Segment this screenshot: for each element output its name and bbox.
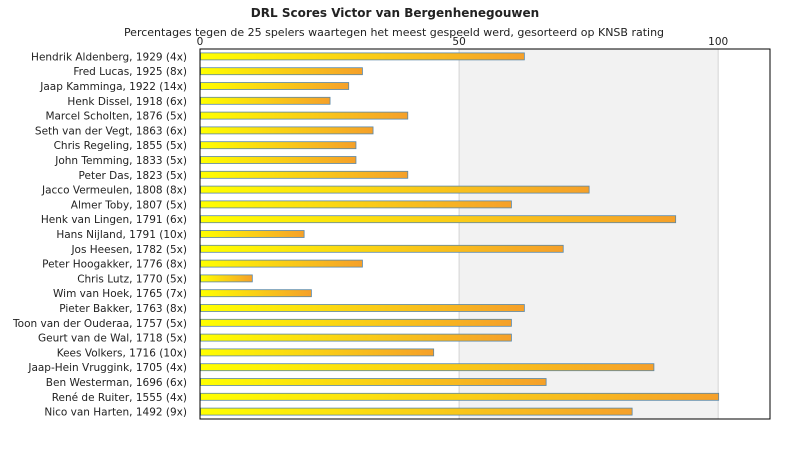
category-label: Pieter Bakker, 1763 (8x) — [59, 303, 187, 315]
category-label: Toon van der Ouderaa, 1757 (5x) — [12, 318, 187, 330]
background-band — [459, 49, 719, 419]
category-label: Seth van der Vegt, 1863 (6x) — [35, 125, 187, 137]
category-label: Hendrik Aldenberg, 1929 (4x) — [31, 51, 187, 63]
bar — [200, 156, 357, 164]
category-label: Chris Lutz, 1770 (5x) — [77, 273, 187, 285]
bar — [200, 392, 720, 401]
bar — [200, 185, 590, 194]
bar — [200, 333, 512, 342]
category-label: Jaap Kamminga, 1922 (14x) — [39, 81, 187, 93]
background-bands — [200, 49, 770, 419]
bar — [200, 304, 525, 312]
bar — [200, 52, 525, 61]
bar — [200, 378, 547, 386]
bar — [200, 274, 253, 283]
x-axis-ticks: 0 50 100 — [197, 36, 729, 48]
x-tick-label: 100 — [708, 36, 728, 48]
category-label: Geurt van de Wal, 1718 (5x) — [38, 333, 187, 345]
bar — [200, 407, 633, 416]
category-label: Jos Heesen, 1782 (5x) — [70, 244, 187, 256]
x-tick-label: 0 — [197, 36, 204, 48]
category-label: Peter Das, 1823 (5x) — [79, 170, 187, 182]
bar — [200, 126, 374, 135]
bar — [200, 348, 435, 357]
category-label: Jaap-Hein Vruggink, 1705 (4x) — [27, 362, 187, 374]
bar — [200, 141, 357, 150]
background-band — [718, 49, 770, 419]
bar — [200, 259, 363, 268]
category-label: Chris Regeling, 1855 (5x) — [54, 140, 187, 152]
category-label: Hans Nijland, 1791 (10x) — [56, 229, 187, 241]
chart-title: DRL Scores Victor van Bergenhenegouwen — [251, 6, 539, 20]
bar — [200, 230, 305, 238]
category-label: John Temming, 1833 (5x) — [54, 155, 187, 167]
bar — [200, 200, 512, 209]
bar — [200, 82, 350, 90]
category-label: Ben Westerman, 1696 (6x) — [46, 377, 187, 389]
category-label: Kees Volkers, 1716 (10x) — [57, 347, 187, 359]
bar — [200, 96, 331, 105]
category-label: Jacco Vermeulen, 1808 (8x) — [41, 185, 187, 197]
category-labels: Hendrik Aldenberg, 1929 (4x) Fred Lucas, … — [12, 51, 187, 418]
plot-frame — [199, 48, 771, 420]
category-label: René de Ruiter, 1555 (4x) — [52, 392, 187, 404]
bars — [200, 52, 720, 416]
category-label: Peter Hoogakker, 1776 (8x) — [42, 259, 187, 271]
bar — [200, 215, 677, 224]
category-label: Nico van Harten, 1492 (9x) — [44, 407, 187, 419]
bar — [200, 318, 512, 327]
bar — [200, 170, 409, 179]
bar — [200, 244, 564, 253]
category-label: Henk van Lingen, 1791 (6x) — [41, 214, 187, 226]
bar — [200, 67, 363, 76]
chart-subtitle: Percentages tegen de 25 spelers waartege… — [124, 26, 664, 39]
bar — [200, 289, 312, 298]
gridlines — [458, 49, 719, 419]
bar — [200, 363, 655, 372]
bar — [200, 111, 409, 120]
category-label: Fred Lucas, 1925 (8x) — [73, 66, 187, 78]
category-label: Henk Dissel, 1918 (6x) — [67, 96, 187, 108]
category-label: Almer Toby, 1807 (5x) — [71, 199, 187, 211]
category-label: Wim van Hoek, 1765 (7x) — [53, 288, 187, 300]
category-label: Marcel Scholten, 1876 (5x) — [45, 111, 187, 123]
x-tick-label: 50 — [452, 36, 465, 48]
